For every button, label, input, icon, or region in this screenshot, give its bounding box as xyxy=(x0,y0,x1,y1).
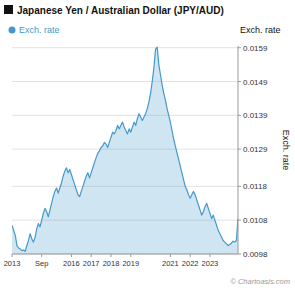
chart: Japanese Yen / Australian Dollar (JPY/AU… xyxy=(0,0,295,288)
x-tick-label: Sep xyxy=(35,259,48,268)
y-axis xyxy=(238,46,239,254)
grid-line xyxy=(12,115,238,116)
grid-line xyxy=(12,81,238,82)
x-tick-label: 2023 xyxy=(202,259,219,268)
title-marker xyxy=(4,5,13,14)
y-tick-label: 0.0098 xyxy=(243,250,268,259)
y-tick-label: 0.0108 xyxy=(243,216,268,225)
x-tick-label: 2021 xyxy=(162,259,179,268)
line xyxy=(12,47,238,251)
y-tick-label: 0.0118 xyxy=(243,182,267,191)
legend-label: Exch. rate xyxy=(19,25,60,35)
plot-area xyxy=(12,47,238,254)
x-tick-label: 2013 xyxy=(4,259,21,268)
grid-line xyxy=(12,254,238,255)
y-tick-label: 0.0159 xyxy=(243,44,268,53)
x-tick-label: 2017 xyxy=(83,259,100,268)
y-axis-label: Exch. rate xyxy=(281,130,291,171)
x-tick xyxy=(190,254,191,257)
x-tick xyxy=(110,254,111,257)
x-tick-label: 2022 xyxy=(182,259,199,268)
x-tick-label: 2016 xyxy=(63,259,80,268)
x-tick xyxy=(91,254,92,257)
watermark: © Chartoasis.com xyxy=(230,277,290,286)
y-tick-label: 0.0129 xyxy=(243,145,268,154)
x-tick xyxy=(41,254,42,257)
y-tick-label: 0.0139 xyxy=(243,111,268,120)
y-tick-label: 0.0149 xyxy=(243,78,268,87)
area-fill xyxy=(12,47,238,254)
x-tick xyxy=(12,254,13,257)
grid-line xyxy=(12,47,238,48)
x-tick xyxy=(209,254,210,257)
x-tick xyxy=(170,254,171,257)
x-tick xyxy=(130,254,131,257)
title: Japanese Yen / Australian Dollar (JPY/AU… xyxy=(17,5,224,16)
legend-marker xyxy=(9,27,16,34)
x-tick xyxy=(71,254,72,257)
y-axis-title: Exch. rate xyxy=(240,25,281,35)
x-tick-label: 2019 xyxy=(122,259,139,268)
x-axis xyxy=(12,254,238,255)
x-tick-label: 2018 xyxy=(103,259,120,268)
